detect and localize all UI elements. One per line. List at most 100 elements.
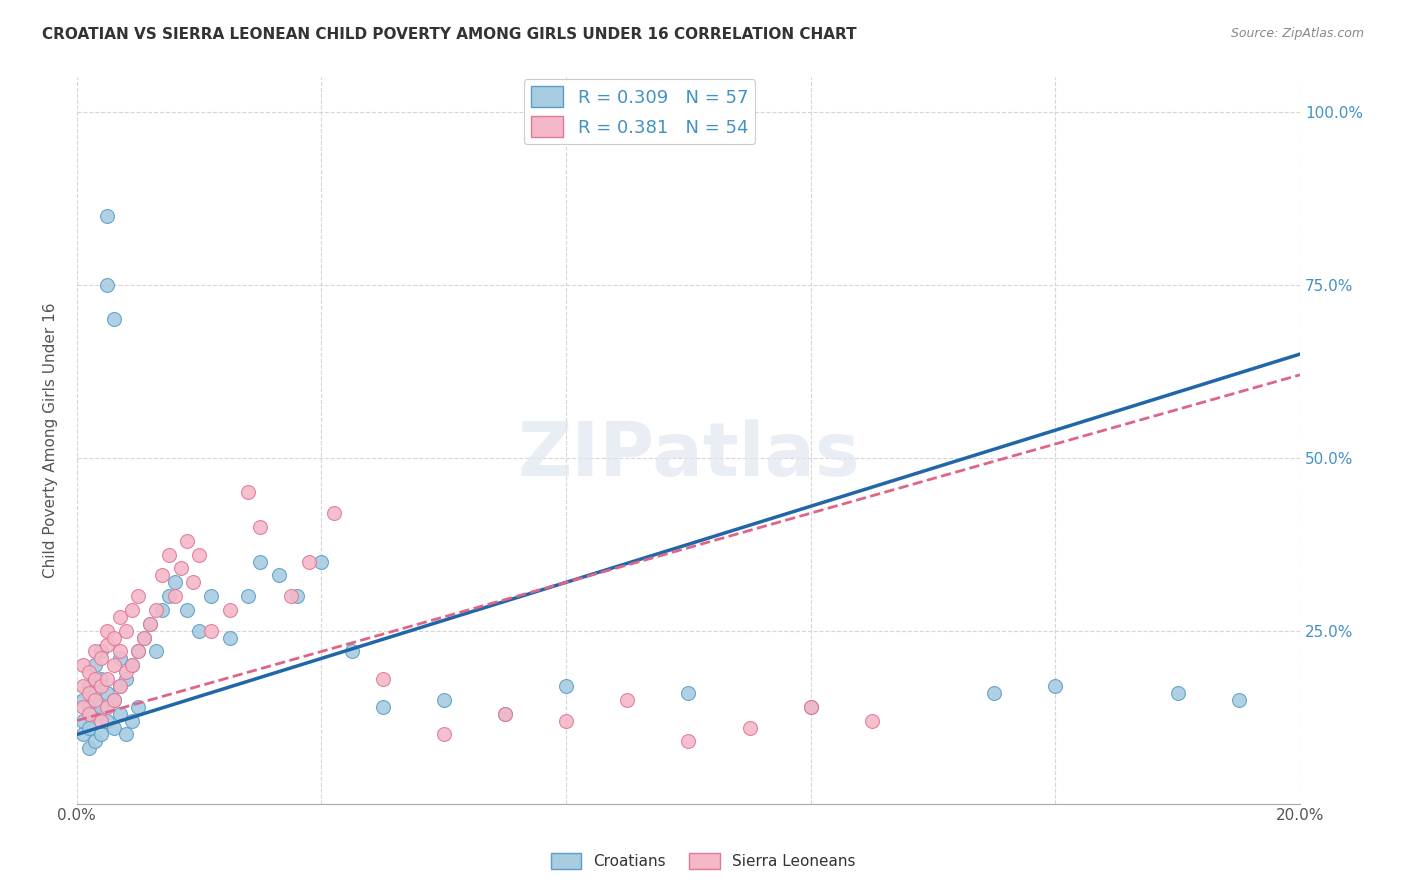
Point [103, 693, 125, 707]
Point [90, 651, 112, 665]
Point [983, 686, 1005, 700]
Point [103, 312, 125, 326]
Point [157, 548, 180, 562]
Point [77, 686, 100, 700]
Point [494, 706, 516, 721]
Point [800, 699, 823, 714]
Point [860, 714, 883, 728]
Point [77, 679, 100, 693]
Point [181, 575, 204, 590]
Text: ZIPatlas: ZIPatlas [517, 418, 859, 491]
Point [218, 603, 240, 617]
Point [121, 658, 143, 673]
Point [285, 589, 308, 603]
Point [96, 638, 118, 652]
Point [114, 672, 136, 686]
Point [127, 699, 149, 714]
Point [800, 699, 823, 714]
Point [77, 741, 100, 756]
Point [678, 686, 700, 700]
Point [139, 616, 162, 631]
Point [96, 672, 118, 686]
Point [433, 727, 456, 741]
Point [90, 672, 112, 686]
Point [127, 644, 149, 658]
Point [134, 631, 156, 645]
Point [103, 631, 125, 645]
Point [218, 631, 240, 645]
Point [157, 589, 180, 603]
Point [96, 624, 118, 638]
Point [84, 734, 107, 748]
Point [340, 644, 363, 658]
Point [145, 603, 167, 617]
Point [1167, 686, 1189, 700]
Point [1045, 679, 1067, 693]
Point [176, 603, 198, 617]
Text: Source: ZipAtlas.com: Source: ZipAtlas.com [1230, 27, 1364, 40]
Point [152, 568, 174, 582]
Point [616, 693, 638, 707]
Point [114, 624, 136, 638]
Point [72, 679, 94, 693]
Point [311, 555, 333, 569]
Point [249, 520, 271, 534]
Point [96, 714, 118, 728]
Point [371, 699, 394, 714]
Point [84, 693, 107, 707]
Point [322, 506, 344, 520]
Point [163, 575, 186, 590]
Point [108, 610, 131, 624]
Point [114, 727, 136, 741]
Point [555, 679, 578, 693]
Point [72, 658, 94, 673]
Point [84, 686, 107, 700]
Point [84, 658, 107, 673]
Point [678, 734, 700, 748]
Point [84, 644, 107, 658]
Point [121, 714, 143, 728]
Point [267, 568, 290, 582]
Point [280, 589, 302, 603]
Point [90, 714, 112, 728]
Legend: R = 0.309   N = 57, R = 0.381   N = 54: R = 0.309 N = 57, R = 0.381 N = 54 [523, 79, 755, 145]
Point [90, 699, 112, 714]
Point [555, 714, 578, 728]
Point [738, 721, 761, 735]
Point [1227, 693, 1250, 707]
Point [90, 679, 112, 693]
Point [84, 706, 107, 721]
Point [77, 721, 100, 735]
Point [127, 644, 149, 658]
Point [72, 699, 94, 714]
Point [96, 277, 118, 292]
Y-axis label: Child Poverty Among Girls Under 16: Child Poverty Among Girls Under 16 [44, 302, 58, 578]
Point [77, 699, 100, 714]
Point [103, 721, 125, 735]
Point [114, 665, 136, 680]
Point [200, 624, 222, 638]
Point [103, 693, 125, 707]
Point [108, 679, 131, 693]
Point [494, 706, 516, 721]
Point [72, 714, 94, 728]
Point [170, 561, 193, 575]
Point [188, 624, 211, 638]
Point [298, 555, 321, 569]
Legend: Croatians, Sierra Leoneans: Croatians, Sierra Leoneans [544, 847, 862, 875]
Point [236, 589, 259, 603]
Point [188, 548, 211, 562]
Point [433, 693, 456, 707]
Point [90, 644, 112, 658]
Point [121, 603, 143, 617]
Point [96, 699, 118, 714]
Point [145, 644, 167, 658]
Point [77, 665, 100, 680]
Text: CROATIAN VS SIERRA LEONEAN CHILD POVERTY AMONG GIRLS UNDER 16 CORRELATION CHART: CROATIAN VS SIERRA LEONEAN CHILD POVERTY… [42, 27, 856, 42]
Point [127, 589, 149, 603]
Point [96, 209, 118, 223]
Point [96, 686, 118, 700]
Point [84, 672, 107, 686]
Point [200, 589, 222, 603]
Point [108, 644, 131, 658]
